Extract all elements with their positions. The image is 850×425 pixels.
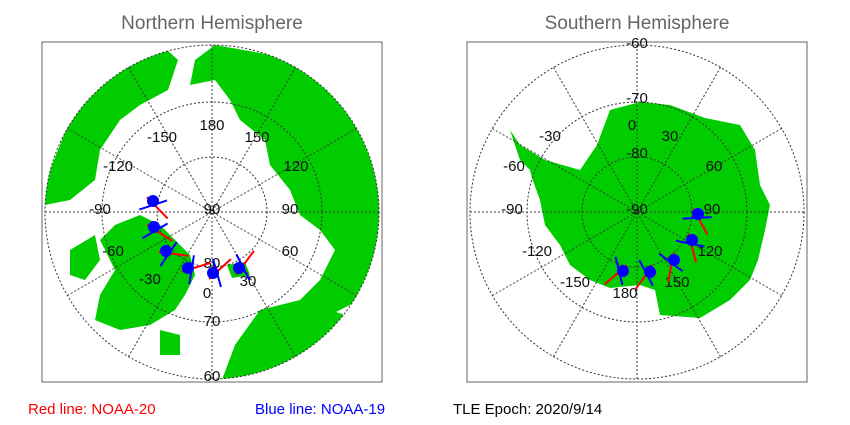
- south-satellite-position: [617, 265, 629, 277]
- north-lon-label: 30: [240, 273, 257, 290]
- north-lon-label: -30: [139, 271, 161, 288]
- south-satellite-position: [644, 266, 656, 278]
- north-lon-label: -60: [102, 243, 124, 260]
- south-satellite-position: [686, 234, 698, 246]
- north-lon-label: 150: [244, 129, 269, 146]
- north-land: [45, 45, 379, 379]
- south-lon-label: -90: [501, 201, 523, 218]
- north-satellite-position: [207, 267, 219, 279]
- north-title: Northern Hemisphere: [121, 13, 303, 34]
- north-lon-label: -150: [147, 129, 177, 146]
- south-title: Southern Hemisphere: [545, 13, 730, 34]
- north-lat-label: 70: [204, 313, 221, 330]
- south-lon-label: 0: [628, 117, 636, 134]
- south-lat-label: -90: [626, 201, 648, 218]
- south-lon-label: 180: [612, 285, 637, 302]
- graticule: [44, 44, 805, 380]
- north-lon-label: 60: [282, 243, 299, 260]
- south-lat-label: -60: [626, 35, 648, 52]
- south-lon-label: -60: [503, 158, 525, 175]
- north-lon-label: 180: [199, 117, 224, 134]
- north-lon-label: 90: [282, 201, 299, 218]
- south-satellite-position: [668, 254, 680, 266]
- tle-epoch: TLE Epoch: 2020/9/14: [453, 401, 602, 418]
- north-lat-label: 90: [204, 201, 221, 218]
- north-satellite-position: [233, 262, 245, 274]
- south-land: [510, 102, 770, 318]
- north-satellite-position: [148, 221, 160, 233]
- south-lat-label: -70: [626, 90, 648, 107]
- south-lat-label: -80: [626, 145, 648, 162]
- legend-noaa19: Blue line: NOAA-19: [255, 401, 385, 418]
- north-lat-label: 60: [204, 368, 221, 385]
- north-lon-label: 0: [203, 285, 211, 302]
- south-lon-label: -30: [539, 128, 561, 145]
- south-satellite-position: [692, 208, 704, 220]
- legend-noaa20: Red line: NOAA-20: [28, 401, 156, 418]
- south-lon-label: -150: [560, 274, 590, 291]
- south-lon-label: -120: [522, 243, 552, 260]
- south-lon-label: 150: [664, 274, 689, 291]
- north-lon-label: 120: [283, 158, 308, 175]
- north-satellite-position: [147, 195, 159, 207]
- graticule-labels: 180-150 150-120 120-90 90-60 60-30 3009080706…: [89, 35, 722, 385]
- south-lon-label: 30: [662, 128, 679, 145]
- north-satellite-position: [182, 262, 194, 274]
- south-lon-label: 60: [706, 158, 723, 175]
- satellite-tracks: [139, 195, 712, 291]
- south-lon-label: 90: [704, 201, 721, 218]
- north-lon-label: -90: [89, 201, 111, 218]
- north-lon-label: -120: [103, 158, 133, 175]
- north-satellite-position: [160, 245, 172, 257]
